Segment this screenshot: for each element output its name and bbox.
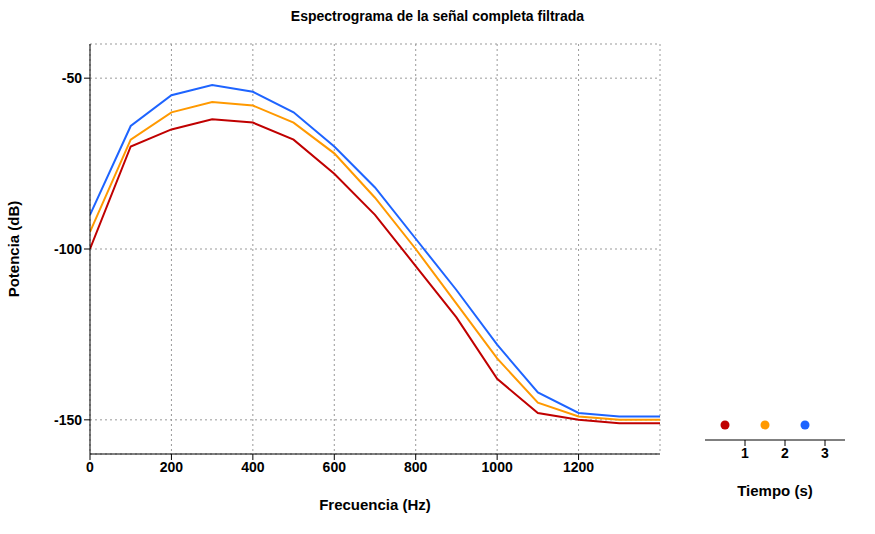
svg-text:Potencia (dB): Potencia (dB) (5, 201, 22, 298)
svg-text:200: 200 (160, 459, 184, 475)
html-text:Espectrograma de la señal comp: Espectrograma de la señal completa filtr… (290, 8, 585, 24)
svg-text:600: 600 (323, 459, 347, 475)
svg-text:1200: 1200 (563, 459, 594, 475)
svg-text:Frecuencia (Hz): Frecuencia (Hz) (319, 496, 431, 513)
svg-text:-150: -150 (54, 412, 82, 428)
svg-text:Tiempo (s): Tiempo (s) (737, 482, 813, 499)
svg-text:1000: 1000 (482, 459, 513, 475)
svg-text:800: 800 (404, 459, 428, 475)
svg-text:3: 3 (821, 445, 829, 461)
svg-text:400: 400 (241, 459, 265, 475)
svg-text:-100: -100 (54, 241, 82, 257)
svg-text:2: 2 (781, 445, 789, 461)
svg-text:0: 0 (86, 459, 94, 475)
svg-text:-50: -50 (62, 70, 82, 86)
svg-text:1: 1 (741, 445, 749, 461)
